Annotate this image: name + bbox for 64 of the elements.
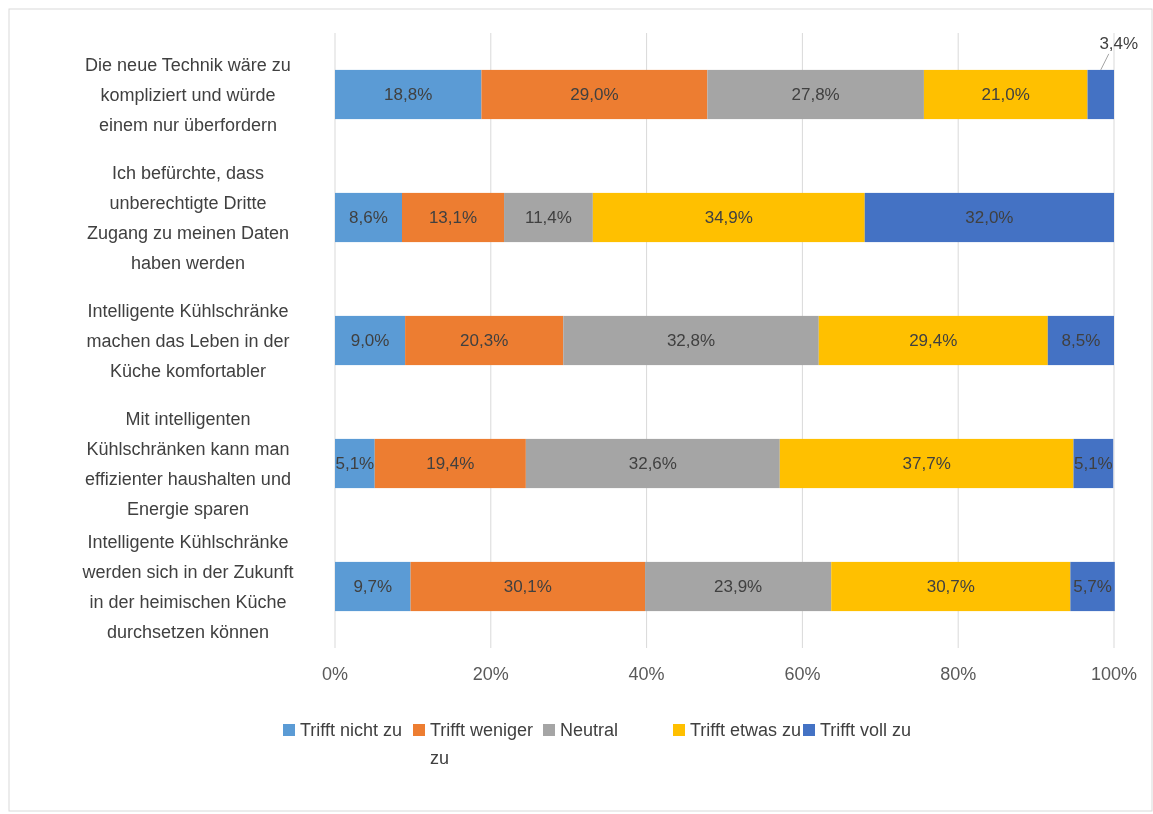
data-label: 11,4% <box>524 208 572 227</box>
bar <box>401 192 505 243</box>
data-label: 8,5% <box>1061 331 1101 350</box>
bar <box>405 315 564 366</box>
bar <box>1070 561 1115 612</box>
bar <box>374 438 526 489</box>
data-label: 29,0% <box>570 85 619 104</box>
x-tick-label: 60% <box>784 664 821 684</box>
bar <box>831 561 1071 612</box>
bar <box>923 69 1088 120</box>
legend-label: Neutral <box>560 720 619 740</box>
bar <box>335 69 482 120</box>
x-tick-label: 0% <box>321 664 349 684</box>
y-tick-label: Intelligente Kühlschränke werden sich in der Zukunft in der heimischen Küche durchsetzen können <box>81 531 294 642</box>
bar <box>592 192 865 243</box>
data-label: 21,0% <box>981 85 1030 104</box>
legend-label: Trifft weniger zu <box>430 720 534 768</box>
data-label: 32,0% <box>965 208 1014 227</box>
data-label: 32,8% <box>666 331 716 350</box>
bar <box>481 69 708 120</box>
bar <box>410 561 646 612</box>
bar <box>504 192 593 243</box>
data-label: 32,6% <box>628 454 677 473</box>
data-label: 5,1% <box>1073 454 1113 473</box>
data-label: 5,1% <box>335 454 375 473</box>
bar <box>707 69 924 120</box>
y-tick-label: Die neue Technik wäre zu kompliziert und würde einem nur überfordern <box>85 54 291 135</box>
x-tick-label: 100% <box>1090 664 1138 684</box>
data-label: 37,7% <box>902 454 951 473</box>
data-label: 5,7% <box>1073 577 1112 596</box>
bar <box>1047 315 1114 366</box>
y-tick-label: Mit intelligenten Kühlschränken kann man effizienter haushalten und Energie sparen <box>85 408 291 519</box>
data-label: 30,7% <box>926 577 975 596</box>
bar <box>335 192 402 243</box>
data-label: 23,9% <box>714 577 763 596</box>
bar <box>335 315 406 366</box>
data-label: 18,8% <box>384 85 433 104</box>
data-label: 19,4% <box>426 454 475 473</box>
data-label: 13,1% <box>428 208 478 227</box>
data-label: 30,1% <box>503 577 552 596</box>
data-label: 9,7% <box>353 577 393 596</box>
bar <box>525 438 780 489</box>
data-label: 3,4% <box>1099 34 1139 54</box>
y-tick-label: Intelligente Kühlschränke machen das Leben in der Küche komfortabler <box>86 300 290 381</box>
legend-label: Trifft etwas zu <box>690 720 802 740</box>
data-label: 9,0% <box>350 331 390 350</box>
data-label: 27,8% <box>791 85 840 104</box>
x-tick-label: 20% <box>472 664 509 684</box>
bar <box>335 561 411 612</box>
bar <box>864 192 1114 243</box>
data-label: 34,9% <box>704 208 753 227</box>
bar <box>645 561 832 612</box>
legend-label: Trifft nicht zu <box>300 720 403 740</box>
x-tick-label: 40% <box>628 664 665 684</box>
y-tick-label: Ich befürchte, dass unberechtigte Dritte Zugang zu meinen Daten haben werden <box>86 162 290 273</box>
x-tick-label: 80% <box>940 664 977 684</box>
bar <box>779 438 1074 489</box>
bar <box>1087 69 1114 120</box>
data-label: 8,6% <box>349 208 388 227</box>
bar <box>818 315 1048 366</box>
legend-label: Trifft voll zu <box>820 720 912 740</box>
bar <box>563 315 819 366</box>
data-label: 20,3% <box>460 331 509 350</box>
data-label: 29,4% <box>909 331 958 350</box>
